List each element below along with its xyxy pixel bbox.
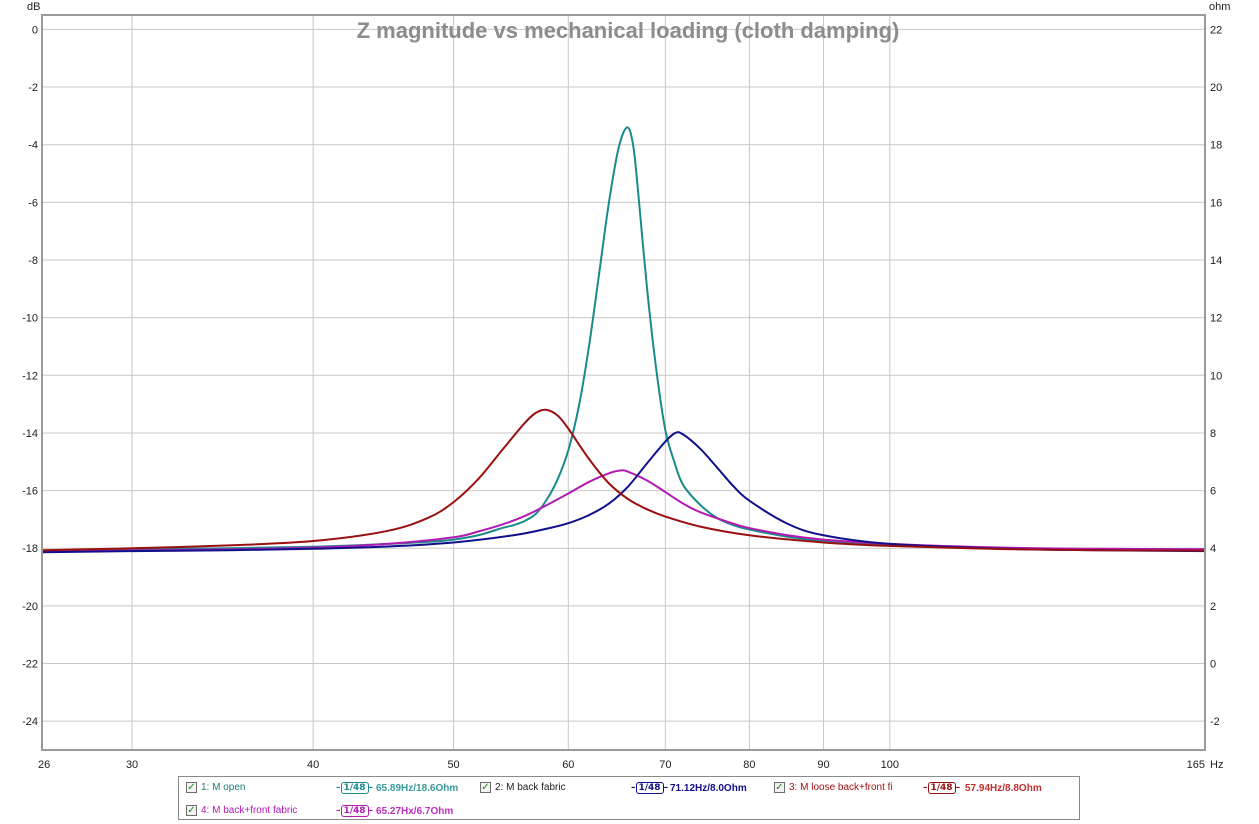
impedance-chart: 0-2-4-6-8-10-12-14-16-18-20-22-242220181… — [22, 1, 1230, 771]
series-4-label: 4: M back+front fabric — [201, 805, 298, 816]
left-tick-label: -24 — [22, 716, 38, 728]
right-tick-label: 4 — [1210, 543, 1216, 555]
x-tick-label: 40 — [307, 759, 319, 771]
series-2-label: 2: M back fabric — [495, 782, 566, 793]
plot-frame — [41, 14, 1206, 751]
series-4-checkbox[interactable]: ✓ — [186, 805, 197, 816]
series-1-smoothing-box: 1/48 — [340, 782, 369, 794]
x-axis-unit: Hz — [1210, 759, 1223, 771]
left-tick-label: -4 — [28, 140, 38, 152]
right-axis-unit: ohm — [1209, 1, 1230, 13]
series-line-3 — [41, 408, 1206, 552]
chart-title: Z magnitude vs mechanical loading (cloth… — [357, 18, 900, 43]
x-tick-label: 50 — [447, 759, 459, 771]
right-tick-label: 8 — [1210, 428, 1216, 440]
x-tick-label: 60 — [562, 759, 574, 771]
series-1-smoothing[interactable]: –1/48– — [336, 782, 374, 794]
right-tick-label: 12 — [1210, 313, 1222, 325]
right-tick-label: 0 — [1210, 659, 1216, 671]
x-tick-label: 90 — [817, 759, 829, 771]
x-tick-label: 26 — [38, 759, 50, 771]
series-1-marker: 65.89Hz/18.6Ohm — [376, 783, 459, 794]
series-2-marker: 71.12Hz/8.0Ohm — [670, 783, 747, 794]
legend: ✓ 1: M open –1/48– 65.89Hz/18.6Ohm ✓ 2: … — [178, 776, 1080, 820]
series-line-1 — [41, 126, 1206, 553]
left-tick-label: -2 — [28, 82, 38, 94]
left-tick-label: 0 — [32, 24, 38, 36]
series-3-smoothing[interactable]: –1/48– — [923, 782, 961, 794]
series-4-marker: 65.27Hx/6.7Ohm — [376, 806, 454, 817]
series-lines — [41, 126, 1206, 554]
series-4-smoothing[interactable]: –1/48– — [336, 805, 374, 817]
series-4-smoothing-box: 1/48 — [340, 805, 369, 817]
right-tick-label: -2 — [1210, 716, 1220, 728]
right-tick-label: 6 — [1210, 486, 1216, 498]
series-1-checkbox[interactable]: ✓ — [186, 782, 197, 793]
series-3-label: 3: M loose back+front fi — [789, 782, 893, 793]
x-tick-label: 70 — [659, 759, 671, 771]
left-tick-label: -16 — [22, 486, 38, 498]
axis-ticks: 0-2-4-6-8-10-12-14-16-18-20-22-242220181… — [22, 24, 1222, 771]
left-tick-label: -20 — [22, 601, 38, 613]
right-tick-label: 2 — [1210, 601, 1216, 613]
left-tick-label: -22 — [22, 659, 38, 671]
right-tick-label: 22 — [1210, 24, 1222, 36]
series-3-marker: 57.94Hz/8.8Ohm — [965, 783, 1042, 794]
grid — [42, 15, 1205, 750]
left-tick-label: -6 — [28, 197, 38, 209]
series-line-2 — [41, 431, 1206, 554]
series-line-4 — [41, 469, 1206, 553]
right-tick-label: 16 — [1210, 197, 1222, 209]
right-tick-label: 20 — [1210, 82, 1222, 94]
x-tick-label: 80 — [743, 759, 755, 771]
series-2-smoothing-box: 1/48 — [635, 782, 664, 794]
x-tick-label: 100 — [881, 759, 899, 771]
left-axis-unit: dB — [27, 1, 40, 13]
series-3-smoothing-box: 1/48 — [927, 782, 956, 794]
series-2-checkbox[interactable]: ✓ — [480, 782, 491, 793]
series-1-label: 1: M open — [201, 782, 246, 793]
right-tick-label: 10 — [1210, 370, 1222, 382]
left-tick-label: -8 — [28, 255, 38, 267]
left-tick-label: -10 — [22, 313, 38, 325]
right-tick-label: 18 — [1210, 140, 1222, 152]
series-2-smoothing[interactable]: –1/48– — [631, 782, 669, 794]
left-tick-label: -18 — [22, 543, 38, 555]
left-tick-label: -14 — [22, 428, 38, 440]
x-tick-label: 165 — [1187, 759, 1205, 771]
series-3-checkbox[interactable]: ✓ — [774, 782, 785, 793]
right-tick-label: 14 — [1210, 255, 1222, 267]
x-tick-label: 30 — [126, 759, 138, 771]
left-tick-label: -12 — [22, 370, 38, 382]
